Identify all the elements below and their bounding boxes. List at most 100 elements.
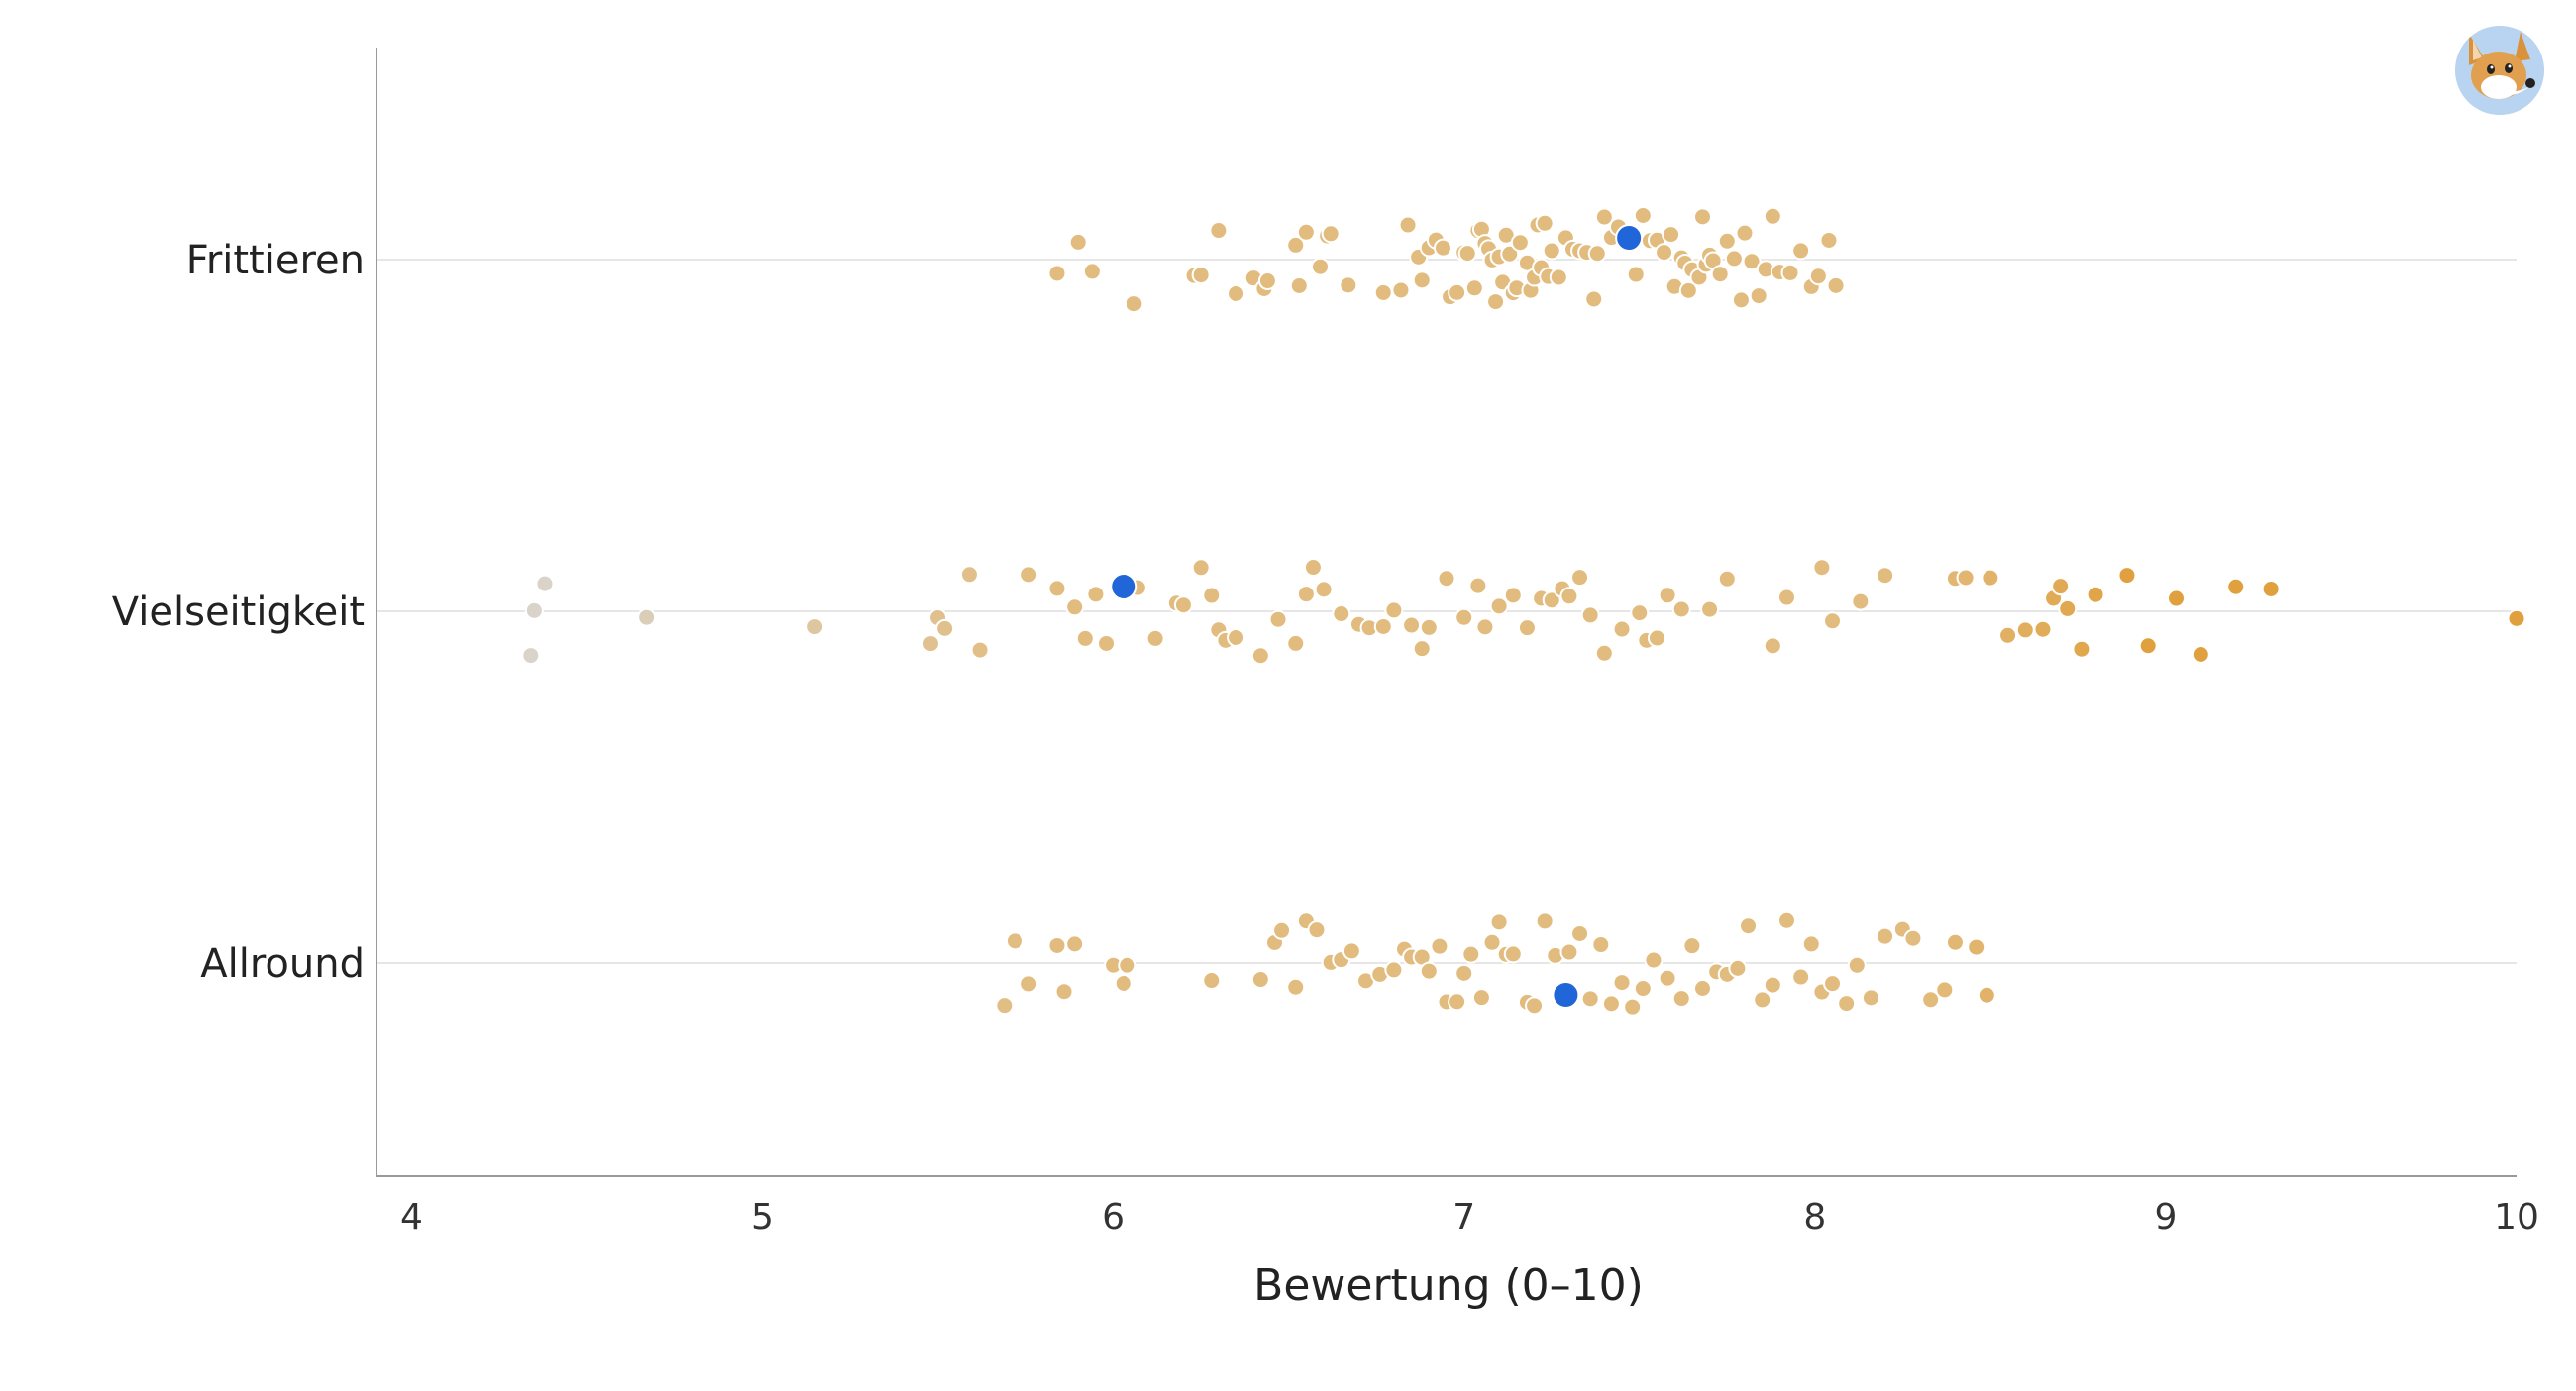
data-point <box>1647 628 1666 648</box>
data-point <box>1314 580 1334 599</box>
data-point <box>2033 619 2053 639</box>
data-point <box>959 565 979 585</box>
x-tick-label: 7 <box>1452 1197 1475 1237</box>
data-point <box>1837 994 1857 1014</box>
x-tick-label: 4 <box>400 1197 423 1237</box>
data-point <box>1125 294 1144 314</box>
data-point <box>1065 934 1085 954</box>
data-point <box>524 600 544 620</box>
data-point <box>1054 982 1074 1002</box>
data-point <box>1876 566 1895 586</box>
data-point <box>1633 979 1653 999</box>
data-point <box>2191 645 2210 665</box>
data-point <box>1671 989 1691 1009</box>
data-point <box>1464 278 1484 298</box>
data-point <box>1763 975 1782 995</box>
data-point <box>1535 213 1555 233</box>
x-tick-label: 10 <box>2494 1197 2539 1237</box>
data-point <box>1047 264 1067 283</box>
data-point <box>1731 290 1751 310</box>
data-point <box>1945 932 1965 952</box>
data-point <box>2167 588 2187 608</box>
data-point <box>1612 619 1632 639</box>
data-point <box>1671 599 1691 619</box>
data-point <box>1749 286 1769 306</box>
data-point <box>1584 289 1604 309</box>
data-point <box>1692 978 1712 998</box>
data-point <box>1391 280 1411 300</box>
data-point <box>1542 241 1561 261</box>
fox-mascot-logo <box>2455 26 2544 115</box>
data-point <box>1321 224 1341 244</box>
data-point <box>1591 935 1611 955</box>
data-point <box>1191 558 1211 578</box>
data-point <box>1114 973 1133 993</box>
data-point <box>1461 944 1481 964</box>
data-point <box>1644 950 1664 970</box>
data-point <box>1086 585 1106 604</box>
data-point <box>1454 963 1474 983</box>
data-point <box>2086 585 2105 604</box>
data-point <box>1286 977 1306 997</box>
data-point <box>2507 608 2526 628</box>
data-point <box>1257 271 1277 291</box>
highlight-point <box>1615 224 1644 252</box>
data-point <box>1570 923 1590 943</box>
data-point <box>1482 932 1502 952</box>
data-point <box>1826 275 1846 295</box>
data-point <box>2226 577 2246 596</box>
data-point <box>1956 568 1976 588</box>
data-point <box>1433 238 1452 258</box>
data-point <box>1339 275 1358 295</box>
data-point <box>1227 627 1246 647</box>
data-point <box>1373 616 1393 636</box>
data-point <box>1068 232 1088 252</box>
data-point <box>1655 243 1674 263</box>
data-point <box>1808 267 1828 286</box>
data-point <box>1250 646 1270 666</box>
data-point <box>1717 231 1737 251</box>
data-point <box>1823 611 1843 631</box>
data-point <box>1412 639 1432 659</box>
data-point <box>1419 961 1439 981</box>
data-point <box>1570 568 1590 588</box>
data-point <box>1981 568 2000 588</box>
data-point <box>935 618 955 638</box>
data-point <box>1454 607 1474 627</box>
data-point <box>1402 615 1422 635</box>
data-point <box>1710 265 1730 284</box>
data-point <box>1082 262 1102 281</box>
data-point <box>1468 576 1488 595</box>
data-point <box>1776 588 1796 607</box>
data-point <box>1097 633 1117 653</box>
data-point <box>1412 270 1432 290</box>
data-point <box>1272 920 1292 940</box>
data-point <box>1430 936 1449 956</box>
data-point <box>1717 569 1737 588</box>
data-point <box>1549 268 1568 287</box>
data-point <box>2072 639 2092 659</box>
axes <box>376 48 2517 1177</box>
data-point <box>1682 936 1702 956</box>
gridlines <box>376 259 2517 964</box>
data-point <box>1332 604 1351 624</box>
data-point <box>1601 994 1621 1014</box>
data-point <box>1286 633 1306 653</box>
data-point <box>1296 222 1316 242</box>
data-point <box>1457 244 1477 264</box>
data-point <box>1517 618 1537 638</box>
data-point <box>1623 997 1643 1016</box>
data-point <box>970 640 990 660</box>
data-point <box>1250 970 1270 990</box>
data-point <box>1373 282 1393 302</box>
data-point <box>1559 587 1579 606</box>
data-point <box>1876 926 1895 946</box>
data-point <box>1626 265 1646 284</box>
data-point <box>1118 955 1137 975</box>
data-point <box>995 996 1015 1016</box>
data-point <box>1437 569 1456 588</box>
data-point <box>1658 586 1677 605</box>
data-point <box>1419 617 1439 637</box>
